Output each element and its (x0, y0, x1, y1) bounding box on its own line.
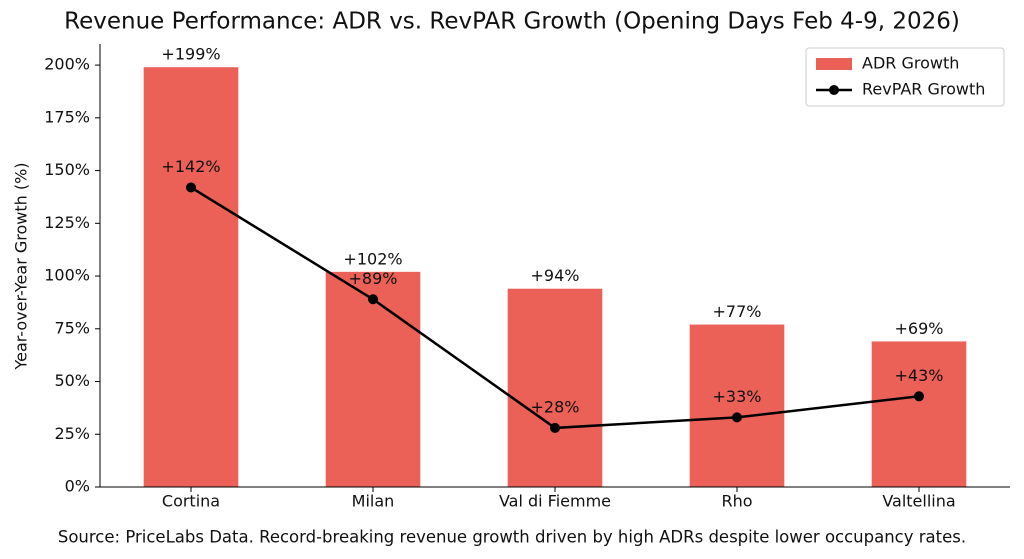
line-value-label: +89% (349, 269, 398, 288)
line-marker (368, 294, 378, 305)
line-value-label: +43% (895, 366, 944, 385)
legend-box (805, 47, 1005, 107)
bar (325, 271, 421, 487)
bar-value-label: +69% (895, 319, 944, 338)
legend-marker (829, 85, 839, 95)
x-tick-label: Cortina (162, 492, 220, 511)
source-note: Source: PriceLabs Data. Record-breaking … (58, 528, 966, 547)
bar-value-label: +102% (343, 249, 402, 268)
y-tick-label: 25% (54, 424, 90, 443)
y-axis-label: Year-over-Year Growth (%) (12, 162, 31, 370)
legend-swatch (816, 58, 852, 70)
x-tick-label: Rho (721, 492, 752, 511)
legend-label: RevPAR Growth (862, 80, 985, 99)
bar-value-label: +77% (713, 302, 762, 321)
bar (507, 288, 603, 487)
line-marker (550, 422, 560, 433)
x-tick-label: Valtellina (882, 492, 955, 511)
line-marker (186, 182, 196, 193)
x-tick-label: Milan (352, 492, 395, 511)
line-value-label: +33% (713, 387, 762, 406)
y-tick-label: 125% (44, 213, 90, 232)
bar-value-label: +94% (531, 266, 580, 285)
y-tick-label: 150% (44, 160, 90, 179)
bar (871, 341, 967, 487)
bar (689, 324, 785, 487)
y-tick-label: 100% (44, 266, 90, 285)
line-marker (914, 391, 924, 402)
y-tick-label: 175% (44, 107, 90, 126)
line-marker (732, 412, 742, 423)
chart-title: Revenue Performance: ADR vs. RevPAR Grow… (64, 9, 960, 35)
bar (143, 67, 239, 487)
y-tick-label: 200% (44, 55, 90, 74)
y-tick-label: 75% (54, 318, 90, 337)
bar-value-label: +199% (161, 45, 220, 64)
y-tick-label: 0% (65, 477, 90, 496)
x-tick-label: Val di Fiemme (499, 492, 611, 511)
line-value-label: +28% (531, 397, 580, 416)
y-tick-label: 50% (54, 371, 90, 390)
line-value-label: +142% (161, 157, 220, 176)
legend-label: ADR Growth (862, 54, 959, 73)
